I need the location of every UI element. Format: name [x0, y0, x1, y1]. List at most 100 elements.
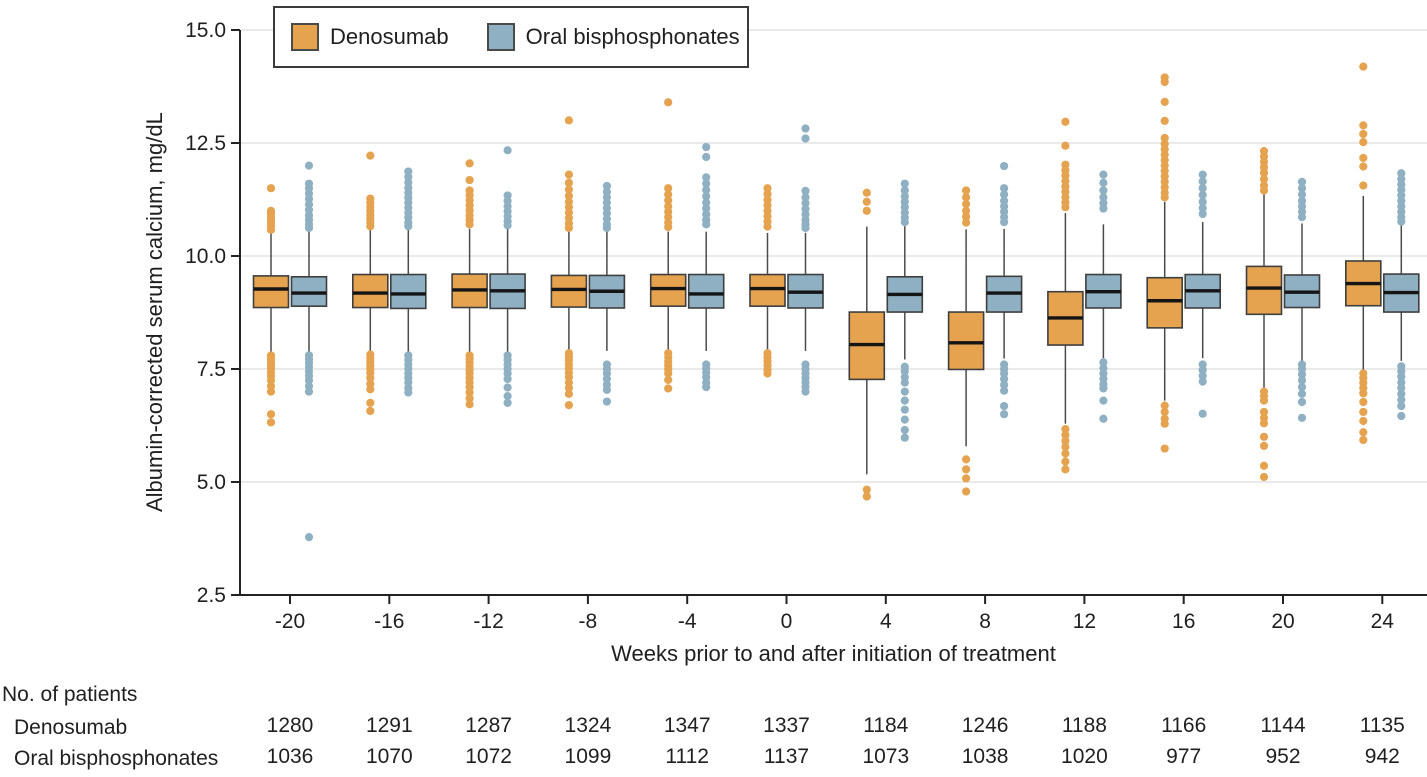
patients-denosumab-week--20: 1280 — [267, 714, 314, 737]
outlier-dot — [1359, 162, 1368, 171]
boxplot-denosumab-week-20 — [1245, 147, 1283, 482]
outlier-dot — [801, 193, 810, 202]
outlier-dot — [1359, 137, 1368, 147]
outlier-dot — [1061, 117, 1070, 126]
outlier-dot — [1198, 203, 1207, 213]
outlier-dot — [801, 199, 810, 208]
outlier-dot — [702, 142, 711, 152]
boxplot-denosumab-week-24 — [1345, 62, 1382, 445]
outlier-dot — [1359, 428, 1368, 437]
outlier-dot — [1397, 169, 1406, 178]
outlier-dot — [1198, 197, 1207, 206]
outlier-dot — [465, 220, 474, 229]
x-tick-label--8: -8 — [579, 610, 598, 633]
outlier-dot — [564, 401, 574, 410]
boxplot-oral-bisphosphonates-week-8 — [985, 161, 1023, 419]
outlier-dot — [1297, 177, 1307, 186]
outlier-dot — [763, 369, 772, 378]
iqr-box — [687, 273, 725, 309]
outlier-dot — [1297, 370, 1307, 379]
outlier-dot — [1359, 181, 1368, 190]
outlier-dot — [1198, 377, 1207, 386]
outlier-dot — [564, 223, 574, 233]
outlier-dot — [962, 487, 971, 496]
outlier-dot — [1061, 436, 1070, 445]
outlier-dot — [900, 367, 909, 376]
iqr-box — [351, 273, 389, 309]
outlier-dot — [1160, 133, 1169, 143]
outlier-dot — [1000, 218, 1009, 227]
outlier-dot — [1061, 425, 1070, 434]
outlier-dot — [564, 178, 574, 187]
x-tick-label-20: 20 — [1271, 610, 1294, 633]
patients-row-label-denosumab: Denosumab — [14, 716, 128, 739]
outlier-dot — [900, 387, 909, 396]
outlier-dot — [801, 134, 810, 143]
outlier-dot — [366, 373, 375, 383]
outlier-dot — [862, 485, 871, 494]
outlier-dot — [266, 418, 276, 427]
outlier-dot — [1259, 472, 1269, 482]
outlier-dot — [465, 388, 474, 397]
outlier-dot — [602, 385, 612, 394]
patients-denosumab-week-12: 1188 — [1062, 714, 1107, 737]
outlier-dot — [1297, 413, 1307, 422]
x-tick-label-12: 12 — [1073, 610, 1096, 633]
outlier-dot — [503, 392, 512, 401]
x-tick-label-24: 24 — [1371, 610, 1395, 633]
outlier-dot — [1099, 414, 1108, 423]
boxplot-denosumab-week--20 — [252, 184, 290, 427]
outlier-dot — [1397, 389, 1406, 398]
outlier-dot — [962, 206, 971, 215]
outlier-dot — [1359, 407, 1368, 417]
x-tick-label-0: 0 — [781, 610, 793, 633]
patients-denosumab-week-4: 1184 — [863, 714, 908, 737]
outlier-dot — [1297, 382, 1307, 392]
outlier-dot — [602, 397, 612, 406]
patients-denosumab-week-8: 1246 — [962, 714, 1009, 737]
boxplot-oral-bisphosphonates-week-20 — [1283, 177, 1321, 422]
outlier-dot — [1000, 386, 1009, 395]
patients-oral-bisphosphonates-week--8: 1099 — [565, 745, 612, 768]
outlier-dot — [1160, 401, 1169, 410]
outlier-dot — [1397, 411, 1406, 421]
outlier-dot — [900, 425, 909, 435]
iqr-box — [1146, 276, 1183, 329]
patients-oral-bisphosphonates-week-20: 952 — [1265, 745, 1300, 768]
outlier-dot — [1160, 407, 1169, 417]
outlier-dot — [304, 533, 314, 542]
outlier-dot — [564, 389, 574, 398]
patients-denosumab-week-24: 1135 — [1360, 714, 1405, 737]
outlier-dot — [664, 190, 673, 199]
outlier-dot — [664, 375, 673, 384]
outlier-dot — [1359, 397, 1368, 407]
outlier-dot — [1198, 371, 1207, 380]
outlier-dot — [962, 186, 971, 195]
y-axis-label: Albumin-corrected serum calcium, mg/dL — [142, 112, 167, 513]
outlier-dot — [702, 198, 711, 207]
patients-oral-bisphosphonates-week-16: 977 — [1166, 745, 1201, 768]
outlier-dot — [1259, 441, 1269, 450]
outlier-dot — [266, 225, 276, 234]
legend-swatch-denosumab — [291, 23, 319, 51]
outlier-dot — [564, 185, 574, 194]
outlier-dot — [602, 181, 612, 191]
outlier-dot — [900, 415, 909, 424]
outlier-dot — [602, 223, 612, 233]
boxplot-oral-bisphosphonates-week-12 — [1085, 170, 1122, 423]
outlier-dot — [1198, 184, 1207, 193]
outlier-dot — [1259, 419, 1269, 428]
y-tick-label-5: 5.0 — [197, 471, 226, 494]
outlier-dot — [1297, 190, 1307, 199]
outlier-dot — [900, 179, 909, 188]
outlier-dot — [266, 376, 276, 385]
outlier-dot — [1099, 193, 1108, 202]
outlier-dot — [664, 384, 673, 393]
outlier-dot — [1297, 213, 1307, 222]
iqr-box — [947, 311, 985, 371]
outlier-dot — [1061, 457, 1070, 466]
outlier-dot — [664, 184, 673, 193]
y-tick-label-15: 15.0 — [185, 19, 226, 42]
outlier-dot — [1160, 193, 1169, 202]
iqr-box — [550, 274, 588, 308]
